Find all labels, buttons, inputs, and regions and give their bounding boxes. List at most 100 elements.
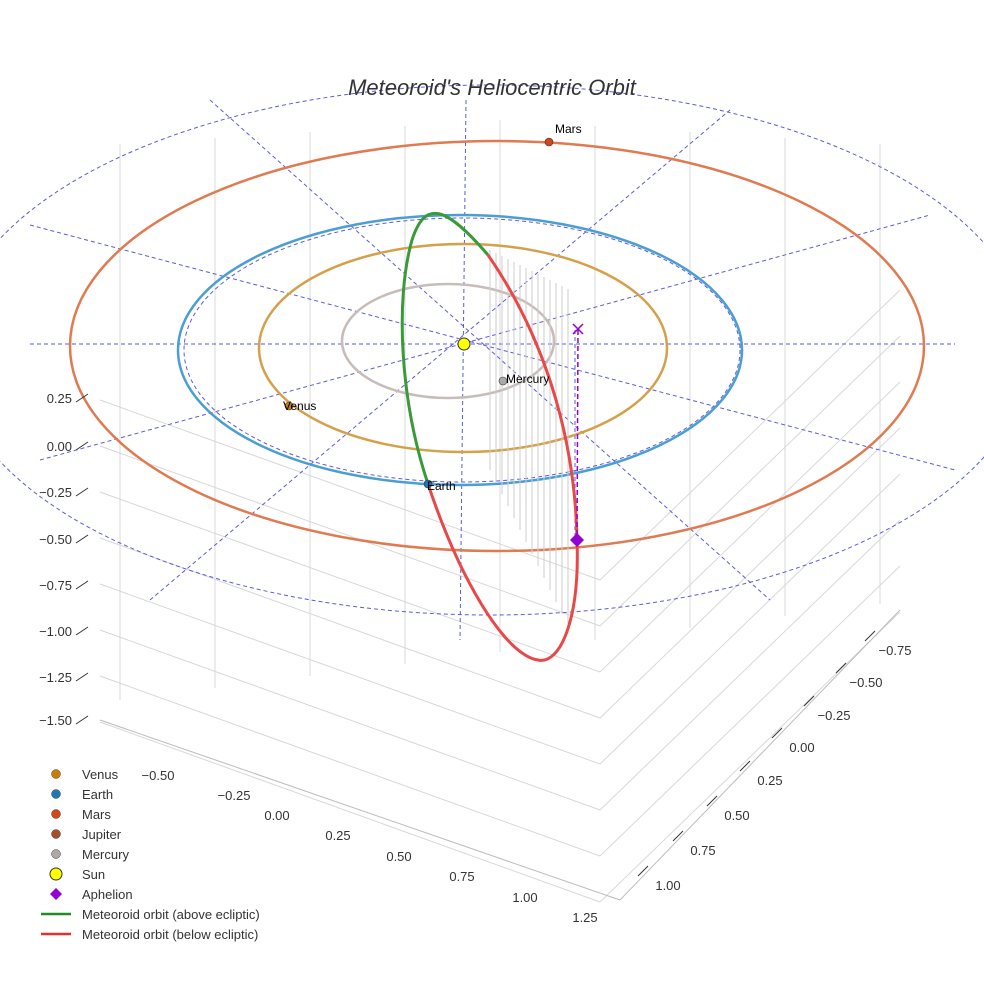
- grid-line: [99, 675, 601, 857]
- legend-item-label: Meteoroid orbit (below ecliptic): [82, 927, 258, 942]
- z-tick-mark: [75, 534, 89, 544]
- y-tick-label: 1.00: [655, 878, 680, 893]
- z-tick-mark: [75, 393, 89, 403]
- y-tick-mark: [637, 865, 649, 877]
- z-tick-label: −0.75: [39, 578, 72, 593]
- grid-line: [99, 721, 601, 903]
- orbit-below-ecliptic: [426, 254, 579, 662]
- mars-orbit: [68, 139, 926, 553]
- mars-marker: [544, 137, 554, 147]
- z-tick-label: −1.25: [39, 670, 72, 685]
- grid-line: [99, 583, 601, 765]
- ecliptic-guides: [0, 84, 984, 641]
- earth-orbit: [176, 213, 744, 487]
- y-tick-label: −0.75: [879, 643, 912, 658]
- x-tick-label: 0.00: [264, 808, 289, 823]
- y-tick-label: −0.25: [818, 708, 851, 723]
- legend-item-label: Earth: [82, 787, 113, 802]
- venus-marker: [284, 401, 294, 411]
- aphelion-x-marker: [572, 323, 584, 335]
- markers: Venus Earth Mars Mercury: [283, 122, 584, 547]
- grid-line: [599, 611, 901, 903]
- legend-item-label: Jupiter: [82, 827, 122, 842]
- z-tick-label: −0.50: [39, 532, 72, 547]
- z-tick-label: −1.50: [39, 713, 72, 728]
- y-tick-label: 0.00: [789, 740, 814, 755]
- mercury-orbit: [340, 282, 556, 400]
- z-tick-mark: [75, 626, 89, 636]
- y-tick-label: 0.50: [724, 808, 749, 823]
- y-tick-mark: [706, 795, 718, 807]
- earth-guide-ellipse: [183, 217, 741, 483]
- grid-line: [599, 289, 901, 581]
- grid-line: [599, 381, 901, 673]
- legend-item-label: Mars: [82, 807, 111, 822]
- vertical-guide: [459, 99, 467, 641]
- x-tick-label: 0.25: [325, 828, 350, 843]
- grid-line: [99, 629, 601, 811]
- grid-line: [599, 473, 901, 765]
- aphelion-drop-line: [576, 329, 579, 541]
- grid-line: [599, 519, 901, 811]
- legend-marker: [51, 829, 61, 839]
- legend-item-label: Venus: [82, 767, 119, 782]
- grid-line: [599, 335, 901, 627]
- radial-guide: [209, 99, 771, 601]
- x-tick-label: 1.25: [572, 910, 597, 925]
- radial-guide: [29, 224, 956, 471]
- legend-marker: [49, 867, 63, 881]
- grid-line: [99, 537, 601, 719]
- legend-item-label: Aphelion: [82, 887, 133, 902]
- legend-marker: [51, 849, 61, 859]
- x-tick-label: −0.50: [142, 768, 175, 783]
- x-tick-label: 0.75: [449, 869, 474, 884]
- venus-orbit: [257, 242, 669, 454]
- mars-label: Mars: [555, 122, 582, 136]
- x-tick-label: 0.50: [386, 849, 411, 864]
- x-tick-label: 1.00: [512, 890, 537, 905]
- y-tick-mark: [864, 630, 876, 642]
- grid-line: [99, 399, 601, 581]
- planet-orbits: [68, 139, 926, 553]
- z-tick-mark: [75, 441, 89, 451]
- legend-item-label: Meteoroid orbit (above ecliptic): [82, 907, 260, 922]
- grid-line: [99, 491, 601, 673]
- z-tick-label: 0.00: [47, 439, 72, 454]
- sun-marker: [457, 337, 471, 351]
- grid-line: [599, 565, 901, 857]
- legend-marker: [50, 888, 62, 900]
- z-tick-label: −0.25: [39, 485, 72, 500]
- legend-item-label: Sun: [82, 867, 105, 882]
- z-tick-mark: [75, 580, 89, 590]
- grid-line: [99, 445, 601, 627]
- chart-title: Meteoroid's Heliocentric Orbit: [348, 75, 637, 100]
- earth-label: Earth: [427, 479, 456, 493]
- legend-item-label: Mercury: [82, 847, 129, 862]
- grid-line: [599, 427, 901, 719]
- grid-lines: [99, 120, 901, 903]
- mercury-label: Mercury: [506, 372, 549, 386]
- orbit-above-ecliptic: [400, 211, 490, 485]
- axis-ticks: 0.25 0.00 −0.25 −0.50 −0.75 −1.00 −1.25 −1.50 −0…: [39, 391, 911, 925]
- y-tick-mark: [835, 662, 847, 674]
- aphelion-marker: [570, 533, 584, 547]
- legend-marker: [51, 809, 61, 819]
- earth-marker: [423, 479, 433, 489]
- z-tick-label: 0.25: [47, 391, 72, 406]
- x-tick-label: −0.25: [218, 788, 251, 803]
- axis-line: [619, 609, 901, 901]
- y-tick-label: 0.25: [757, 773, 782, 788]
- y-tick-label: 0.75: [690, 843, 715, 858]
- legend[interactable]: Venus Earth Mars Jupiter Mercury Sun Aphelion M…: [41, 767, 260, 942]
- z-tick-mark: [75, 487, 89, 497]
- z-tick-mark: [75, 715, 89, 725]
- y-tick-mark: [771, 727, 783, 739]
- z-tick-label: −1.00: [39, 624, 72, 639]
- legend-marker: [51, 789, 61, 799]
- z-tick-mark: [75, 672, 89, 682]
- radial-guide: [149, 109, 731, 601]
- mercury-marker: [498, 376, 508, 386]
- y-tick-mark: [739, 760, 751, 772]
